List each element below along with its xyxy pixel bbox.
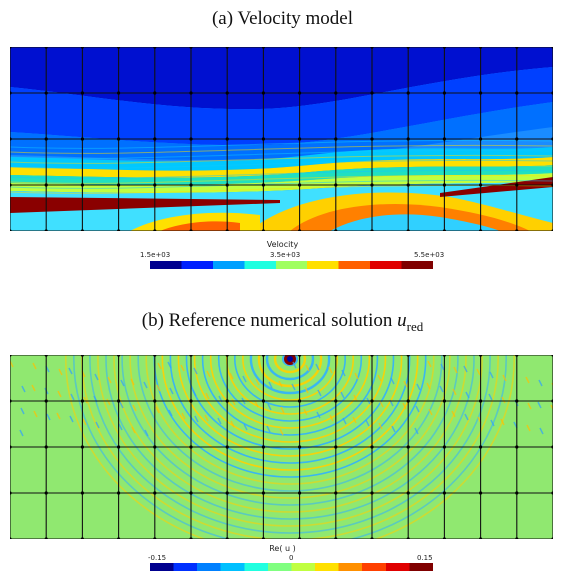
velocity-model-plot: [10, 47, 553, 231]
solution-colorbar-title: Re( u ): [269, 544, 296, 553]
u-symbol: u: [397, 310, 407, 331]
panel-a-title: (a) Velocity model: [211, 8, 354, 29]
velocity-colorbar-title: Velocity: [266, 240, 299, 249]
velocity-colorbar-min: 1.5e+03: [140, 251, 171, 259]
mesh-grid: [10, 47, 553, 231]
velocity-field: [10, 47, 553, 231]
solution-colorbar: [150, 563, 433, 571]
reference-solution-plot: [10, 355, 553, 539]
solution-colorbar-min: -0.15: [148, 554, 167, 562]
velocity-model-image: [10, 47, 553, 231]
reference-solution-image: [10, 355, 553, 539]
mesh-grid: [10, 355, 553, 539]
velocity-colorbar-mid: 3.5e+03: [270, 251, 301, 259]
velocity-colorbar-max: 5.5e+03: [414, 251, 445, 259]
panel-b-title: (b) Reference numerical solution ured: [141, 310, 424, 334]
solution-colorbar-max: 0.15: [417, 554, 433, 562]
solution-colorbar-mid: 0: [289, 554, 294, 562]
u-subscript: red: [406, 318, 424, 334]
velocity-colorbar: [150, 261, 433, 269]
